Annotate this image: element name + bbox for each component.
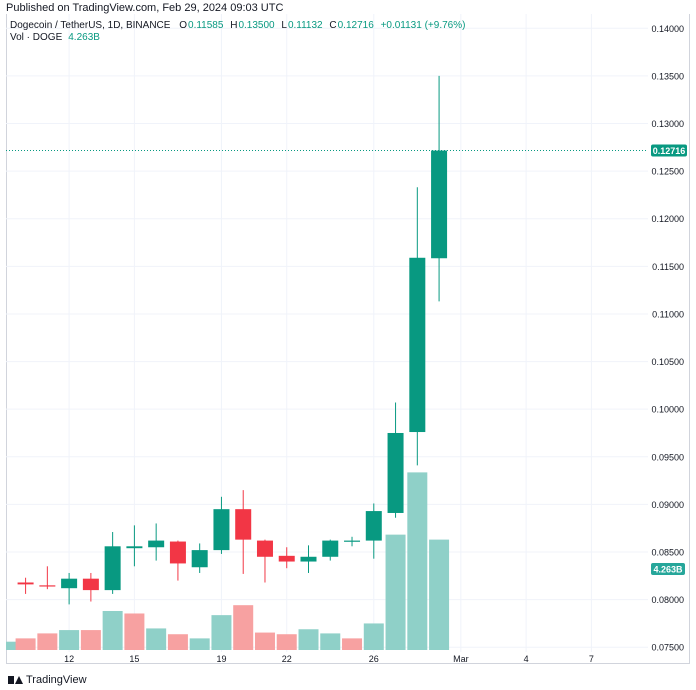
volume-bar bbox=[298, 629, 319, 650]
volume-bar bbox=[146, 628, 167, 650]
candle-body[interactable] bbox=[39, 585, 56, 587]
last-price-tag bbox=[651, 144, 687, 157]
y-tick-label: 0.09000 bbox=[651, 500, 684, 510]
y-tick-label: 0.10500 bbox=[651, 357, 684, 367]
low-value: 0.11132 bbox=[287, 20, 323, 31]
y-tick-label: 0.10000 bbox=[651, 405, 684, 415]
candle-body[interactable] bbox=[61, 578, 78, 589]
footer-brand[interactable]: TradingView bbox=[8, 674, 87, 686]
last-price-label: 0.12716 bbox=[653, 146, 686, 156]
candle-body[interactable] bbox=[191, 550, 208, 568]
y-tick-label: 0.08000 bbox=[651, 595, 684, 605]
y-tick-label: 0.12500 bbox=[651, 167, 684, 177]
volume-bar bbox=[102, 610, 123, 650]
footer-brand-label: TradingView bbox=[26, 674, 87, 686]
volume-label[interactable]: Vol · DOGE bbox=[10, 32, 63, 43]
volume-bar bbox=[385, 534, 406, 650]
volume-legend: Vol · DOGE 4.263B bbox=[10, 32, 100, 43]
volume-bar bbox=[254, 632, 275, 650]
change-value: +0.01131 (+9.76%) bbox=[380, 20, 466, 31]
y-tick-label: 0.12000 bbox=[651, 214, 684, 224]
x-tick-label: Mar bbox=[453, 654, 469, 664]
high-label: H bbox=[230, 20, 238, 31]
candle-body[interactable] bbox=[213, 509, 230, 551]
y-tick-label: 0.11500 bbox=[652, 262, 684, 272]
candle-body[interactable] bbox=[148, 540, 165, 548]
candle-body[interactable] bbox=[387, 432, 404, 513]
candle-body[interactable] bbox=[322, 540, 339, 557]
volume-bar bbox=[363, 623, 384, 650]
volume-bar bbox=[320, 633, 341, 650]
volume-bar bbox=[37, 633, 58, 650]
candle-body[interactable] bbox=[82, 578, 99, 591]
x-tick-label: 22 bbox=[282, 654, 292, 664]
y-tick-label: 0.13000 bbox=[651, 119, 684, 129]
volume-tag-label: 4.263B bbox=[653, 565, 683, 575]
y-tick-label: 0.09500 bbox=[651, 452, 684, 462]
x-tick-label: 26 bbox=[369, 654, 379, 664]
volume-bar bbox=[429, 539, 450, 650]
close-label: C bbox=[329, 20, 337, 31]
candle-body[interactable] bbox=[409, 257, 426, 433]
volume-bar bbox=[233, 605, 254, 650]
volume-bar bbox=[167, 634, 188, 650]
volume-bar bbox=[80, 630, 101, 650]
candle-body[interactable] bbox=[278, 555, 295, 562]
candle-body[interactable] bbox=[344, 540, 361, 542]
volume-bar bbox=[6, 641, 21, 650]
volume-bar bbox=[276, 634, 297, 650]
open-label: O bbox=[179, 20, 188, 31]
candle-body[interactable] bbox=[169, 541, 186, 564]
candle-body[interactable] bbox=[104, 546, 121, 591]
symbol-legend: Dogecoin / TetherUS, 1D, BINANCE O0.1158… bbox=[10, 19, 465, 32]
volume-bar bbox=[15, 638, 36, 650]
symbol-title[interactable]: Dogecoin / TetherUS, 1D, BINANCE bbox=[10, 20, 171, 31]
candle-body[interactable] bbox=[126, 546, 143, 549]
volume-bar bbox=[342, 638, 363, 650]
x-tick-label: 4 bbox=[524, 654, 529, 664]
y-tick-label: 0.07500 bbox=[651, 643, 684, 653]
x-tick-label: 19 bbox=[216, 654, 226, 664]
high-value: 0.13500 bbox=[238, 20, 275, 31]
x-tick-label: 7 bbox=[589, 654, 594, 664]
y-tick-label: 0.08500 bbox=[651, 548, 684, 558]
y-tick-label: 0.11000 bbox=[652, 309, 684, 319]
open-value: 0.11585 bbox=[188, 20, 224, 31]
x-tick-label: 15 bbox=[129, 654, 139, 664]
published-note: Published on TradingView.com, Feb 29, 20… bbox=[6, 2, 284, 14]
y-tick-label: 0.14000 bbox=[651, 24, 684, 34]
volume-bar bbox=[124, 613, 145, 650]
candle-body[interactable] bbox=[235, 509, 252, 540]
candle-body[interactable] bbox=[365, 511, 382, 541]
tradingview-logo-icon bbox=[8, 675, 23, 685]
volume-bar bbox=[59, 630, 80, 650]
low-label: L bbox=[281, 20, 287, 31]
volume-bar bbox=[189, 638, 210, 650]
candle-body[interactable] bbox=[256, 540, 273, 557]
candle-body[interactable] bbox=[431, 150, 448, 259]
x-tick-label: 12 bbox=[64, 654, 74, 664]
candle-body[interactable] bbox=[17, 582, 34, 585]
volume-bar bbox=[211, 615, 232, 650]
close-value: 0.12716 bbox=[337, 20, 374, 31]
chart-frame bbox=[6, 14, 690, 664]
volume-value: 4.263B bbox=[68, 32, 100, 43]
candle-body[interactable] bbox=[300, 556, 317, 562]
volume-bar bbox=[407, 472, 428, 650]
y-tick-label: 0.13500 bbox=[651, 71, 684, 81]
volume-tag bbox=[651, 563, 685, 575]
